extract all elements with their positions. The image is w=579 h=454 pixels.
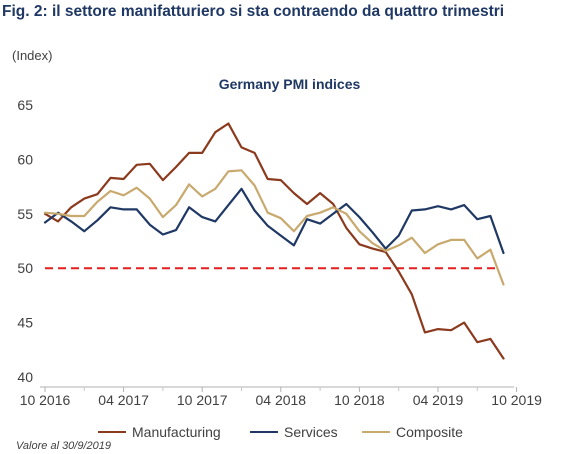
x-tick-label: 04 2019 <box>413 392 464 408</box>
legend-label-composite: Composite <box>396 424 463 440</box>
x-tick-label: 04 2018 <box>255 392 306 408</box>
legend-swatch-services <box>250 431 278 433</box>
x-tick-label: 10 2018 <box>334 392 385 408</box>
data-note: Valore al 30/9/2019 <box>16 440 111 452</box>
series-line-services <box>43 187 505 255</box>
y-unit-label: (Index) <box>12 48 53 63</box>
legend-item-services: Services <box>250 424 338 440</box>
figure-title: Fig. 2: il settore manifatturiero si sta… <box>2 3 505 20</box>
chart-axes: 40 45 50 55 60 65 10 2016 04 2017 10 2017 04 2018… <box>17 97 542 408</box>
legend-item-manufacturing: Manufacturing <box>98 424 221 440</box>
y-tick-label: 55 <box>17 206 33 222</box>
chart-title: Germany PMI indices <box>218 76 361 92</box>
series-line-manufacturing <box>43 122 505 360</box>
legend-label-manufacturing: Manufacturing <box>132 424 221 440</box>
legend-item-composite: Composite <box>362 424 463 440</box>
legend-swatch-composite <box>362 431 390 433</box>
chart-legend: Manufacturing Services Composite <box>0 424 579 442</box>
series-line-composite <box>43 169 505 286</box>
x-tick-label: 10 2019 <box>491 392 542 408</box>
x-tick-label: 04 2017 <box>98 392 149 408</box>
y-tick-label: 50 <box>17 260 33 276</box>
legend-swatch-manufacturing <box>98 431 126 433</box>
x-tick-label: 10 2017 <box>177 392 228 408</box>
y-tick-label: 45 <box>17 315 33 331</box>
x-tick-label: 10 2016 <box>20 392 71 408</box>
series-lines <box>43 122 505 360</box>
y-tick-label: 40 <box>17 369 33 385</box>
y-tick-label: 65 <box>17 97 33 113</box>
y-tick-label: 60 <box>17 151 33 167</box>
legend-label-services: Services <box>284 424 338 440</box>
